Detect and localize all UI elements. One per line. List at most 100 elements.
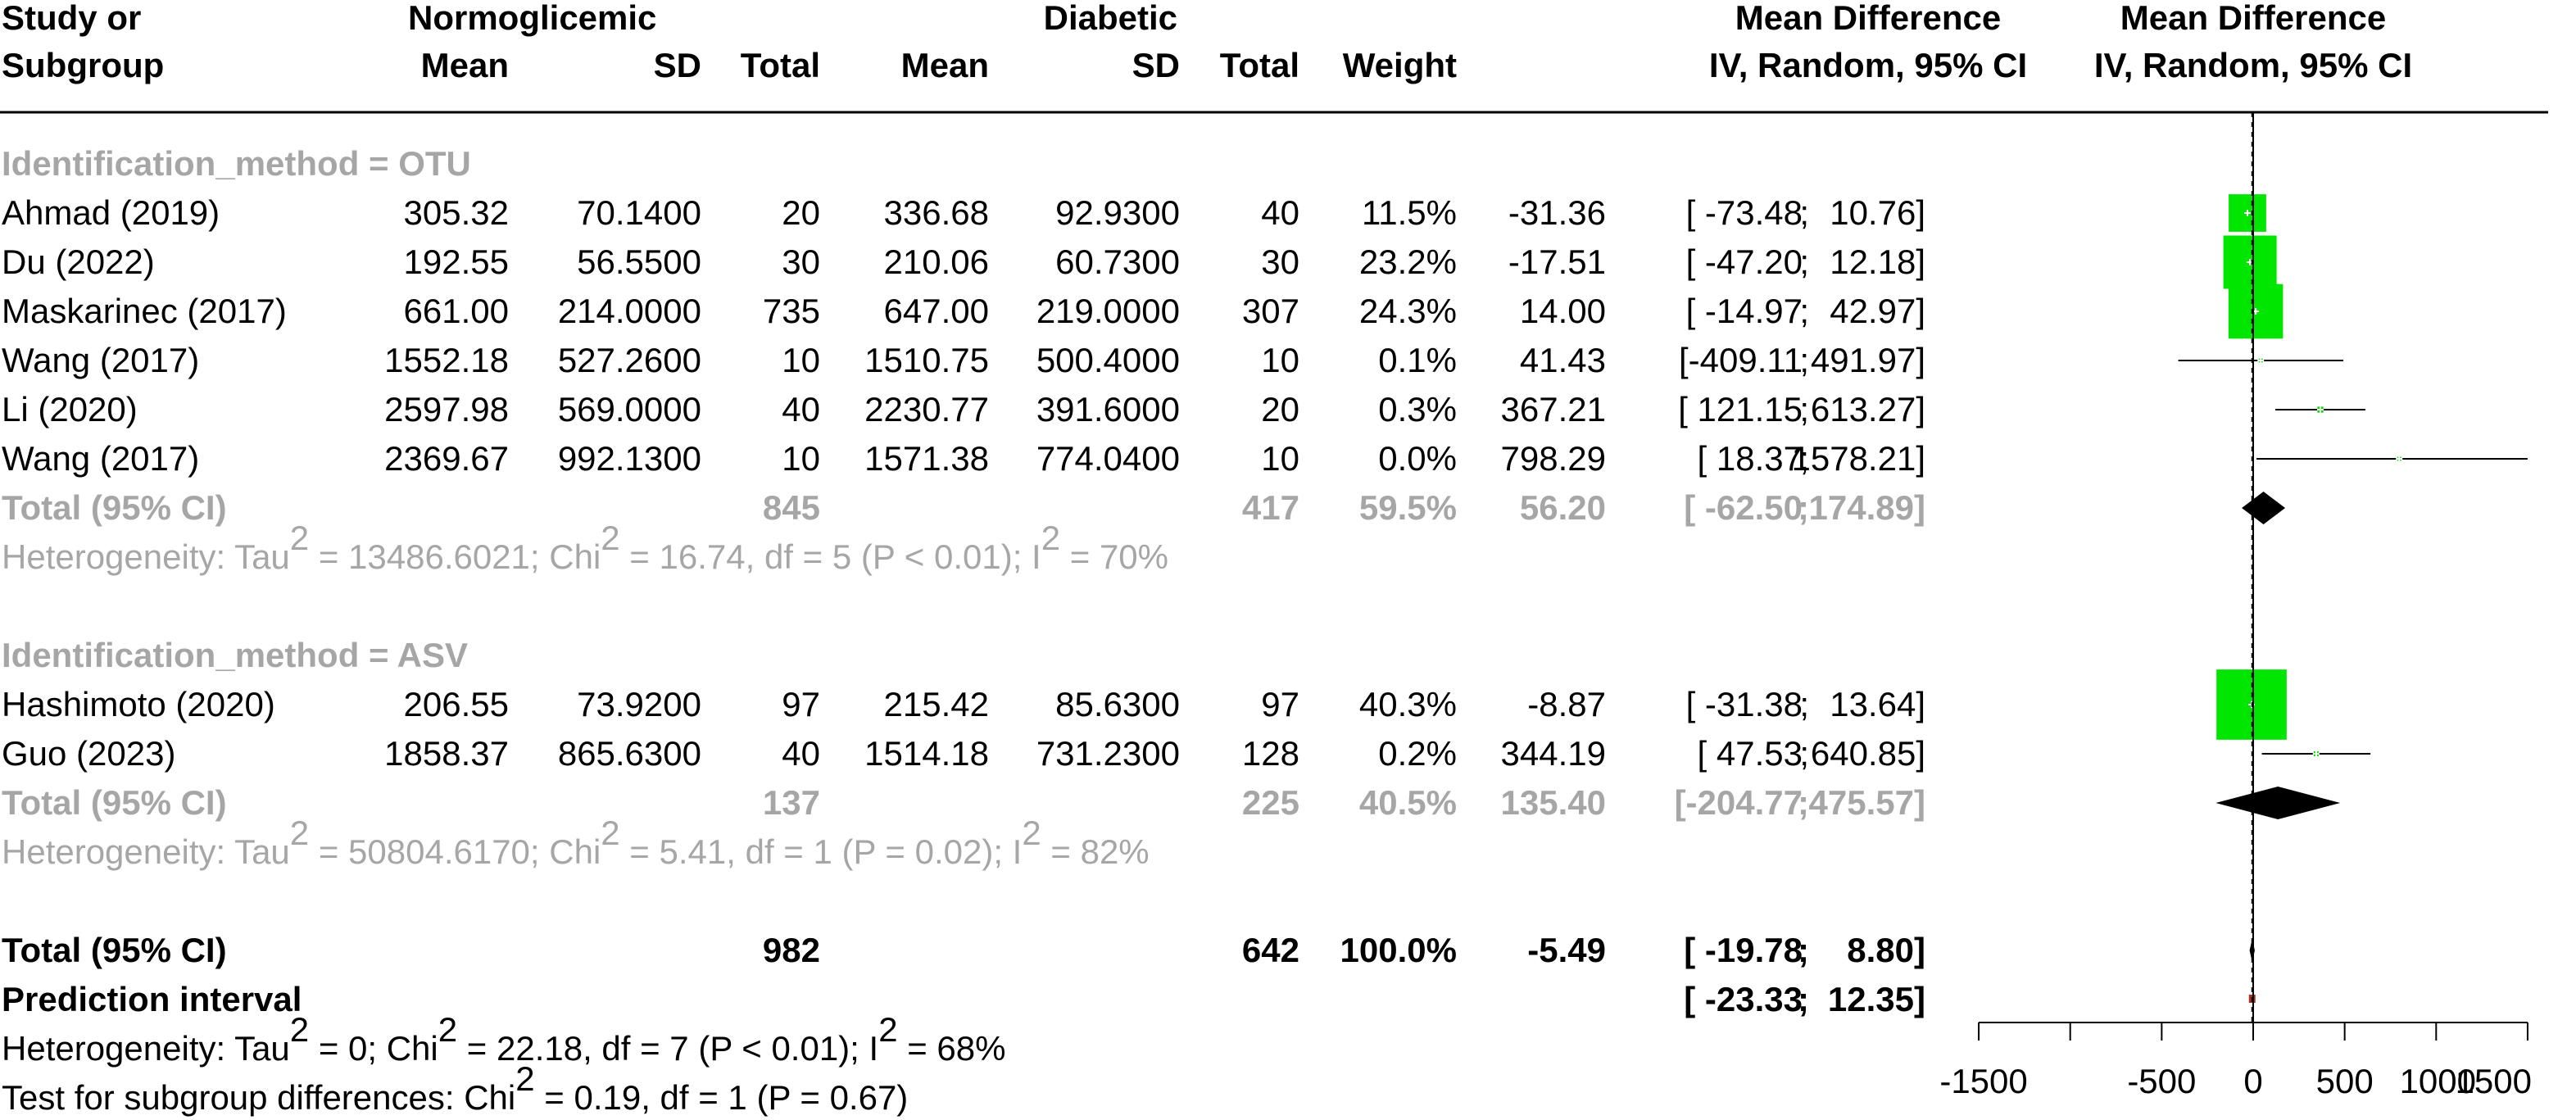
study-row-0-1-d-sd: 60.7300 [1055,243,1180,281]
overall-ci-upper: 8.80] [1847,931,1925,969]
study-row-0-2-n-sd: 214.0000 [558,292,701,330]
subgroup-total-0-md: 56.20 [1520,488,1606,527]
study-row-0-0-study: Ahmad (2019) [2,193,220,232]
subgroup-total-1-weight: 40.5% [1359,783,1457,822]
study-row-0-5-d-sd: 774.0400 [1036,439,1180,478]
x-tick-label-4: 1000 [2400,1062,2476,1100]
overall-weight: 100.0% [1340,931,1457,969]
overall-md: -5.49 [1527,931,1606,969]
study-row-0-3-d-sd: 500.4000 [1036,341,1180,379]
study-row-1-1-weight: 0.2% [1378,734,1457,773]
study-mark-1 [2223,235,2277,289]
study-row-1-1-ci-upper: 640.85] [1811,734,1925,773]
subgroup-heterogeneity-0: Heterogeneity: Tau2 = 13486.6021; Chi2 =… [2,519,1168,577]
subgroup-total-0-n-total: 845 [763,488,820,527]
study-row-0-4-d-sd: 391.6000 [1036,390,1180,429]
study-row-0-5-d-total: 10 [1261,439,1299,478]
header-n-sd: SD [654,46,701,84]
subgroup-heterogeneity-1: Heterogeneity: Tau2 = 50804.6170; Chi2 =… [2,814,1150,872]
subgroup-heterogeneity-1-sup1: 2 [290,814,309,852]
study-row-0-0-n-mean: 305.32 [404,193,509,232]
header-md-title: Mean Difference [1735,0,2001,37]
study-row-0-5-d-mean: 1571.38 [864,439,989,478]
header-diabetic: Diabetic [1044,0,1177,37]
study-row-0-0-weight: 11.5% [1362,193,1457,232]
study-row-0-0-ci-lower: [ -73.48 [1686,193,1803,232]
study-row-0-3-n-sd: 527.2600 [558,341,701,379]
study-row-0-4-d-total: 20 [1261,390,1299,429]
study-row-0-0-d-mean: 336.68 [884,193,989,232]
study-row-0-4-md: 367.21 [1501,390,1606,429]
header-md-method: IV, Random, 95% CI [1709,46,2027,84]
study-row-0-1-n-total: 30 [782,243,820,281]
study-row-0-4-n-sd: 569.0000 [558,390,701,429]
study-row-1-0-d-sd: 85.6300 [1055,685,1180,723]
prediction-sep: ; [1798,980,1809,1018]
study-row-0-0-d-sd: 92.9300 [1055,193,1180,232]
study-row-0-1-md: -17.51 [1508,243,1606,281]
study-row-0-3-md: 41.43 [1520,341,1606,379]
x-tick-label-1: -500 [2127,1062,2196,1100]
header-d-mean: Mean [901,46,989,84]
study-row-0-3-d-mean: 1510.75 [864,341,989,379]
study-row-1-0-study: Hashimoto (2020) [2,685,275,723]
subgroup-total-0-d-total: 417 [1242,488,1299,527]
prediction-interval-label: Prediction interval [2,980,302,1018]
study-row-0-5-ci-upper: 1578.21] [1792,439,1926,478]
study-row-0-0-n-total: 20 [782,193,820,232]
subgroup-heterogeneity-0-sup3: 2 [1041,519,1060,557]
header-n-mean: Mean [421,46,509,84]
study-row-0-4-weight: 0.3% [1378,390,1457,429]
x-tick-label-2: 0 [2243,1062,2262,1100]
study-row-0-2-ci-upper: 42.97] [1830,292,1925,330]
x-tick-label-5: 1500 [2456,1062,2532,1100]
study-row-0-2-ci-sep: ; [1799,292,1809,330]
study-row-0-2-d-total: 307 [1242,292,1299,330]
overall-heterogeneity: Heterogeneity: Tau2 = 0; Chi2 = 22.18, d… [2,1010,1005,1068]
subgroup-heterogeneity-1-sup2: 2 [601,814,619,852]
study-row-1-0-ci-lower: [ -31.38 [1686,685,1803,723]
study-row-0-2-n-mean: 661.00 [404,292,509,330]
study-row-0-0-ci-sep: ; [1799,193,1809,232]
study-row-0-1-ci-sep: ; [1799,243,1809,281]
subgroup-heterogeneity-0-p4: = 70% [1060,537,1168,576]
subgroup-test: Test for subgroup differences: Chi2 = 0.… [2,1059,908,1118]
study-row-0-2-n-total: 735 [763,292,820,330]
study-mark-2 [2228,283,2283,339]
header-plot-method: IV, Random, 95% CI [2094,46,2412,84]
overall-heterogeneity-p2: = 0; Chi [309,1029,438,1068]
study-row-0-2-weight: 24.3% [1359,292,1457,330]
overall-ci-lower: [ -19.78 [1684,931,1803,969]
study-row-0-4-ci-lower: [ 121.15 [1678,390,1803,429]
header-d-total: Total [1220,46,1299,84]
overall-heterogeneity-p1: Heterogeneity: Tau [2,1029,290,1068]
subgroup-total-1-ci-lower: [-204.77 [1675,783,1803,822]
study-row-0-3-ci-upper: 491.97] [1811,341,1925,379]
overall-heterogeneity-sup2: 2 [438,1010,457,1049]
study-row-0-2-d-sd: 219.0000 [1036,292,1180,330]
subgroup-heterogeneity-1-p1: Heterogeneity: Tau [2,832,290,871]
subgroup-heterogeneity-1-sup3: 2 [1022,814,1041,852]
study-row-0-1-weight: 23.2% [1359,243,1457,281]
study-row-1-1-d-sd: 731.2300 [1036,734,1180,773]
subgroup-label-0: Identification_method = OTU [2,144,471,183]
overall-ci-sep: ; [1798,931,1809,969]
study-row-0-0-d-total: 40 [1261,193,1299,232]
subgroup-total-0-weight: 59.5% [1359,488,1457,527]
study-row-0-3-study: Wang (2017) [2,341,199,379]
subgroup-test-p1: Test for subgroup differences: Chi [2,1078,515,1117]
subgroup-total-1-n-total: 137 [763,783,820,822]
subgroup-diamond-0 [2242,492,2286,524]
overall-total-label: Total (95% CI) [2,931,227,969]
study-row-1-1-ci-lower: [ 47.53 [1698,734,1803,773]
header-n-total: Total [741,46,820,84]
subgroup-total-1-label: Total (95% CI) [2,783,227,822]
study-mark-0 [2229,194,2266,232]
study-row-1-0-ci-sep: ; [1799,685,1809,723]
study-row-1-0-d-total: 97 [1261,685,1299,723]
study-mark-5 [2256,456,2528,462]
study-row-0-4-ci-upper: 613.27] [1811,390,1925,429]
subgroup-test-p2: = 0.19, df = 1 (P = 0.67) [535,1078,909,1117]
study-row-1-1-md: 344.19 [1501,734,1606,773]
